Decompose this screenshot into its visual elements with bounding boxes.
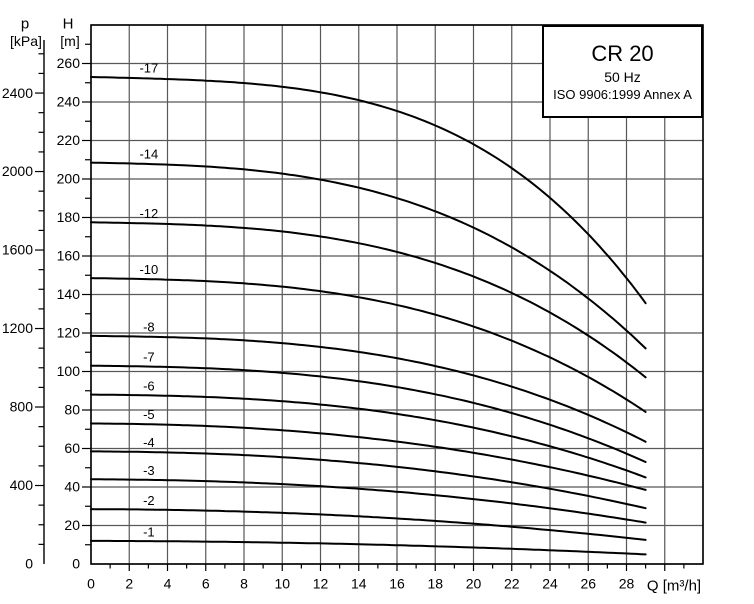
pump-curve--5 (90, 422, 647, 491)
pump-curve--8 (90, 334, 647, 443)
head-axis: 0 20 40 60 80 100 120 140 160 180 200 220 240 260 (57, 43, 91, 572)
head-tick-label: 40 (64, 479, 80, 495)
flow-tick-label: 4 (164, 576, 172, 592)
head-tick-label: 100 (57, 363, 81, 379)
pump-curve--4 (90, 450, 647, 510)
title-box: CR 20 50 Hz ISO 9906:1999 Annex A (542, 25, 703, 118)
flow-axis: 0 2 4 6 8 10 12 14 16 18 20 22 24 26 28 (87, 564, 685, 592)
flow-tick-label: 20 (466, 576, 482, 592)
pump-curve--2 (90, 508, 647, 541)
curve-label--14: -14 (139, 146, 158, 161)
curve-label--17: -17 (139, 61, 158, 76)
flow-tick-label: 26 (580, 576, 596, 592)
pressure-tick-label: 0 (25, 556, 33, 572)
head-tick-label: 140 (57, 286, 81, 302)
head-tick-label: 80 (64, 402, 80, 418)
flow-tick-label: 12 (313, 576, 329, 592)
pressure-tick-label: 2400 (2, 85, 33, 101)
pressure-axis: 0 400 800 1200 1600 2000 2400 (2, 40, 45, 572)
flow-tick-label: 28 (619, 576, 635, 592)
head-tick-label: 60 (64, 440, 80, 456)
flow-axis-label: Q [m³/h] (646, 577, 702, 595)
head-tick-label: 160 (57, 248, 81, 264)
flow-tick-label: 16 (389, 576, 405, 592)
head-tick-label: 240 (57, 94, 81, 110)
pump-curve--14 (90, 161, 647, 350)
head-tick-label: 260 (57, 55, 81, 71)
frequency-label: 50 Hz (604, 68, 641, 85)
head-tick-label: 180 (57, 209, 81, 225)
pressure-tick-label: 1600 (2, 242, 33, 258)
test-standard-label: ISO 9906:1999 Annex A (553, 86, 692, 102)
pressure-axis-unit: [kPa] (10, 33, 42, 49)
pressure-tick-label: 800 (10, 399, 34, 415)
pump-model-title: CR 20 (591, 40, 654, 66)
curve-label--2: -2 (143, 493, 155, 508)
pump-curve--6 (90, 393, 647, 479)
pump-curves: -1 -2 -3 -4 -5 -6 -7 -8 -10 -12 -14 -17 (90, 61, 647, 556)
flow-tick-label: 22 (504, 576, 520, 592)
flow-tick-label: 2 (125, 576, 133, 592)
head-axis-symbol: H (62, 15, 74, 33)
flow-tick-label: 8 (240, 576, 248, 592)
pump-curve--7 (90, 364, 647, 463)
curve-label--12: -12 (139, 206, 158, 221)
flow-tick-label: 14 (351, 576, 367, 592)
flow-tick-label: 6 (202, 576, 210, 592)
pump-curve--1 (90, 539, 647, 556)
curve-label--10: -10 (139, 262, 158, 277)
head-tick-label: 0 (72, 556, 80, 572)
curve-label--7: -7 (143, 349, 155, 364)
curve-label--3: -3 (143, 463, 155, 478)
curve-label--1: -1 (143, 525, 155, 540)
head-tick-label: 200 (57, 171, 81, 187)
curve-label--6: -6 (143, 378, 155, 393)
flow-tick-label: 0 (87, 576, 95, 592)
curve-label--4: -4 (143, 435, 155, 450)
head-axis-unit: [m] (60, 33, 80, 49)
pump-curve--10 (90, 277, 647, 413)
pressure-axis-symbol: p (20, 15, 30, 33)
pressure-tick-label: 1200 (2, 320, 33, 336)
head-tick-label: 20 (64, 517, 80, 533)
pressure-tick-label: 2000 (2, 163, 33, 179)
pressure-tick-label: 400 (10, 477, 34, 493)
pump-curve--12 (90, 221, 647, 379)
flow-tick-label: 18 (427, 576, 443, 592)
head-tick-label: 220 (57, 132, 81, 148)
plot-frame (90, 24, 704, 565)
curve-label--8: -8 (143, 320, 155, 335)
pump-curve--17 (90, 76, 647, 305)
curve-label--5: -5 (143, 407, 155, 422)
flow-tick-label: 24 (542, 576, 558, 592)
head-tick-label: 120 (57, 325, 81, 341)
pump-curve--3 (90, 478, 647, 524)
flow-tick-label: 10 (274, 576, 290, 592)
